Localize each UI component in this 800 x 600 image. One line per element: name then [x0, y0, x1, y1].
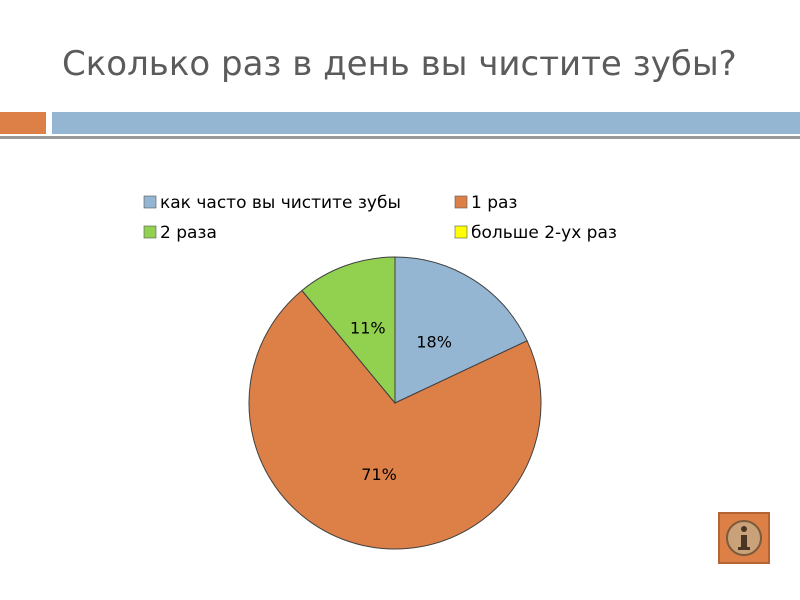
legend-swatch-0 [143, 195, 157, 209]
decor-bar-blue [52, 112, 800, 134]
legend-label-3: больше 2-ух раз [471, 223, 617, 243]
slide-title: Сколько раз в день вы чистите зубы? [62, 44, 737, 84]
legend-label-1: 1 раз [471, 193, 517, 213]
pie-label-0: 18% [416, 332, 452, 351]
decor-bar-orange [0, 112, 46, 134]
chart-legend: как часто вы чистите зубы 1 раз 2 раза боль… [143, 193, 617, 243]
legend-swatch-3 [454, 225, 468, 239]
divider-rule [0, 136, 800, 139]
info-button[interactable] [718, 512, 770, 564]
legend-label-0: как часто вы чистите зубы [160, 193, 401, 213]
pie-labels: 18% 71% 11% [350, 318, 452, 484]
legend-label-2: 2 раза [160, 223, 217, 243]
pie-label-2: 11% [350, 318, 386, 337]
pie-slices [248, 256, 542, 550]
pie-slice-0 [394, 256, 528, 404]
pie-label-1: 71% [361, 465, 397, 484]
legend-swatch-1 [454, 195, 468, 209]
legend-swatch-2 [143, 225, 157, 239]
info-icon [726, 520, 762, 556]
pie-slice-2 [301, 256, 396, 405]
pie-slice-1 [248, 289, 542, 550]
